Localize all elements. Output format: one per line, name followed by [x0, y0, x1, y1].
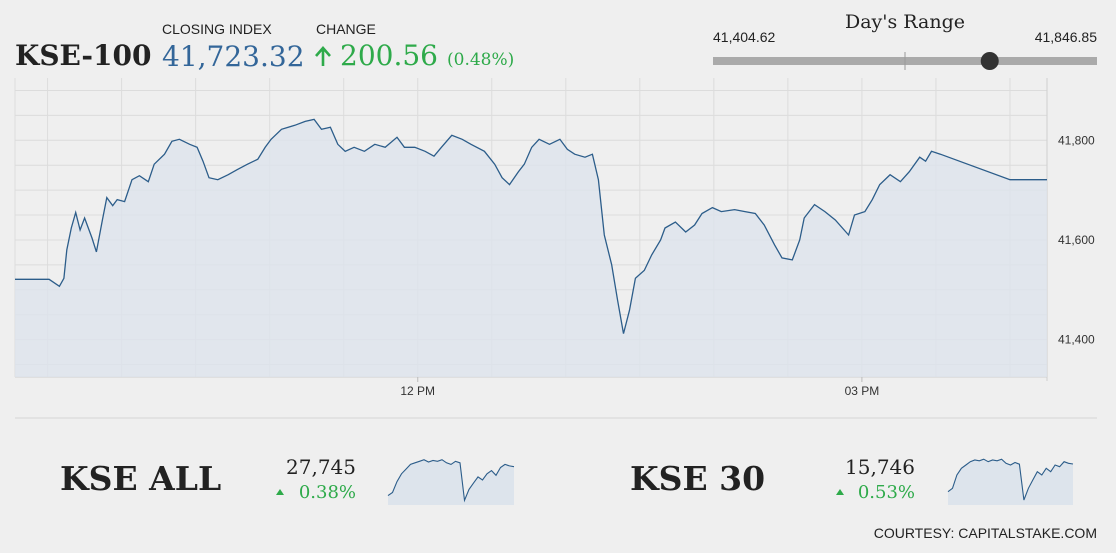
index-change: 0.53% — [858, 482, 915, 503]
spark-area — [388, 459, 514, 505]
x-tick-label: 12 PM — [400, 384, 435, 398]
sparkline — [387, 459, 515, 503]
up-arrow — [315, 46, 331, 66]
index-change: 0.38% — [299, 482, 356, 503]
change-value: 200.56 — [340, 39, 438, 72]
range-marker — [980, 52, 999, 70]
y-tick-label: 41,600 — [1058, 233, 1095, 247]
spark-area — [948, 459, 1073, 505]
x-tick-label: 03 PM — [845, 384, 880, 398]
change-label: CHANGE — [316, 21, 376, 37]
y-tick-label: 41,400 — [1058, 333, 1095, 347]
footer: COURTESY: CAPITALSTAKE.COM — [874, 525, 1097, 541]
closing-label: CLOSING INDEX — [162, 21, 272, 37]
index-value: 15,746 — [845, 455, 915, 479]
range-low: 41,404.62 — [713, 29, 775, 45]
y-tick-label: 41,800 — [1058, 133, 1095, 147]
main-chart: 41,400 41,600 41,800 12 PM 03 PM — [14, 78, 1095, 398]
closing-value: 41,723.32 — [162, 40, 305, 73]
range-title: Day's Range — [845, 11, 965, 33]
up-icon — [276, 489, 284, 495]
change-pct: (0.48%) — [447, 50, 514, 70]
index-name: KSE 30 — [630, 459, 765, 498]
area — [15, 119, 1047, 378]
index-name: KSE ALL — [60, 459, 221, 498]
up-icon — [836, 489, 844, 495]
range-high: 41,846.85 — [1035, 29, 1097, 45]
index-name: KSE-100 — [15, 39, 152, 72]
line — [15, 118, 1047, 334]
sparkline — [947, 458, 1074, 501]
index-value: 27,745 — [286, 455, 356, 479]
